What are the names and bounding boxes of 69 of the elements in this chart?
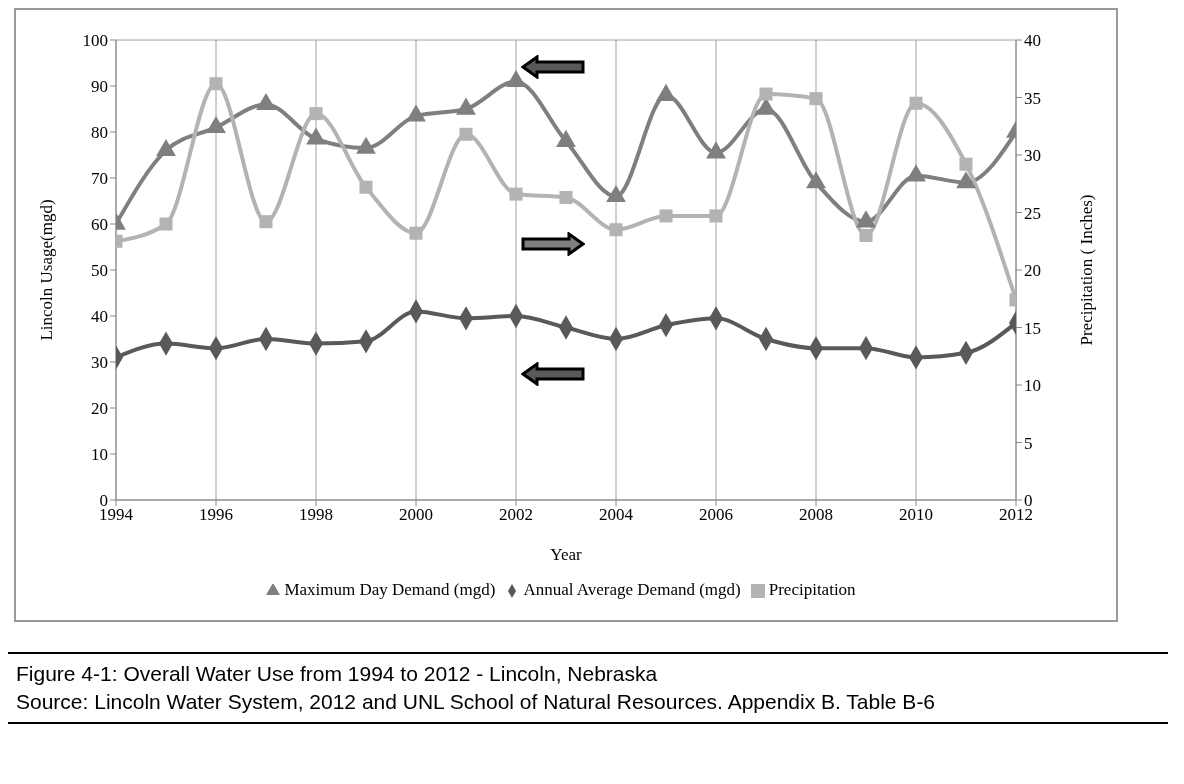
x-tick-label: 1994	[99, 505, 134, 525]
point	[306, 127, 326, 145]
y-tick-label: 50	[91, 261, 108, 281]
point	[259, 215, 273, 229]
point	[206, 115, 226, 134]
point	[909, 96, 923, 110]
y-tick-label: 40	[91, 307, 108, 327]
point	[956, 171, 976, 189]
y2-tick-label: 20	[1024, 261, 1041, 281]
point	[906, 164, 926, 182]
y-tick-label: 100	[82, 31, 108, 51]
point	[459, 127, 473, 141]
point	[809, 92, 823, 106]
x-tick-label: 2010	[899, 505, 933, 525]
y2-tick-label: 40	[1024, 31, 1041, 51]
y2-tick-label: 25	[1024, 203, 1041, 223]
y-tick-label: 10	[91, 445, 108, 465]
point	[559, 191, 573, 205]
point	[556, 129, 576, 147]
y-tick-label: 80	[91, 123, 108, 143]
x-tick-label: 2006	[699, 505, 733, 525]
y-tick-label: 70	[91, 169, 108, 189]
y2-tick-label: 15	[1024, 318, 1041, 338]
legend-label: Annual Average Demand (mgd)	[523, 580, 741, 599]
caption: Figure 4-1: Overall Water Use from 1994 to 2012 - Lincoln, Nebraska	[16, 661, 659, 687]
point	[856, 210, 876, 228]
point	[659, 209, 673, 223]
point	[656, 83, 676, 101]
x-tick-label: 2012	[999, 505, 1033, 525]
point	[759, 87, 773, 101]
point	[606, 184, 626, 203]
x-tick-label: 2002	[499, 505, 533, 525]
x-tick-label: 2008	[799, 505, 833, 525]
y2-axis-title: Precipitation ( Inches)	[1077, 194, 1097, 346]
point	[356, 136, 376, 154]
point	[506, 69, 526, 88]
y-tick-label: 20	[91, 399, 108, 419]
point	[859, 228, 873, 243]
point	[806, 171, 826, 189]
y2-tick-label: 30	[1024, 146, 1041, 166]
x-tick-label: 1998	[299, 505, 333, 525]
y-tick-label: 30	[91, 353, 108, 373]
x-tick-label: 2004	[599, 505, 634, 525]
point	[409, 226, 423, 240]
point	[456, 97, 476, 115]
legend-label: Precipitation	[768, 580, 856, 599]
y-tick-label: 90	[91, 77, 108, 97]
point	[156, 138, 176, 157]
y2-tick-label: 5	[1024, 433, 1033, 453]
point	[706, 141, 726, 159]
source-note: Source: Lincoln Water System, 2012 and UNL School of Natural Resources. Appendix B. Table B-6	[16, 689, 937, 715]
x-axis-title: Year	[550, 545, 582, 564]
y-tick-label: 60	[91, 215, 108, 235]
point	[709, 209, 723, 223]
point	[509, 187, 523, 201]
point	[406, 104, 426, 122]
point	[959, 157, 973, 171]
x-tick-label: 2000	[399, 505, 433, 525]
legend-label: Maximum Day Demand (mgd)	[284, 580, 496, 599]
point	[359, 180, 373, 194]
point	[159, 217, 173, 231]
point	[209, 77, 223, 91]
y2-tick-label: 10	[1024, 376, 1041, 396]
x-tick-label: 1996	[199, 505, 233, 525]
y-axis-title: Lincoln Usage(mgd)	[37, 199, 57, 341]
point	[309, 107, 323, 121]
point	[256, 92, 276, 111]
point	[609, 223, 623, 237]
y2-tick-label: 35	[1024, 88, 1041, 108]
